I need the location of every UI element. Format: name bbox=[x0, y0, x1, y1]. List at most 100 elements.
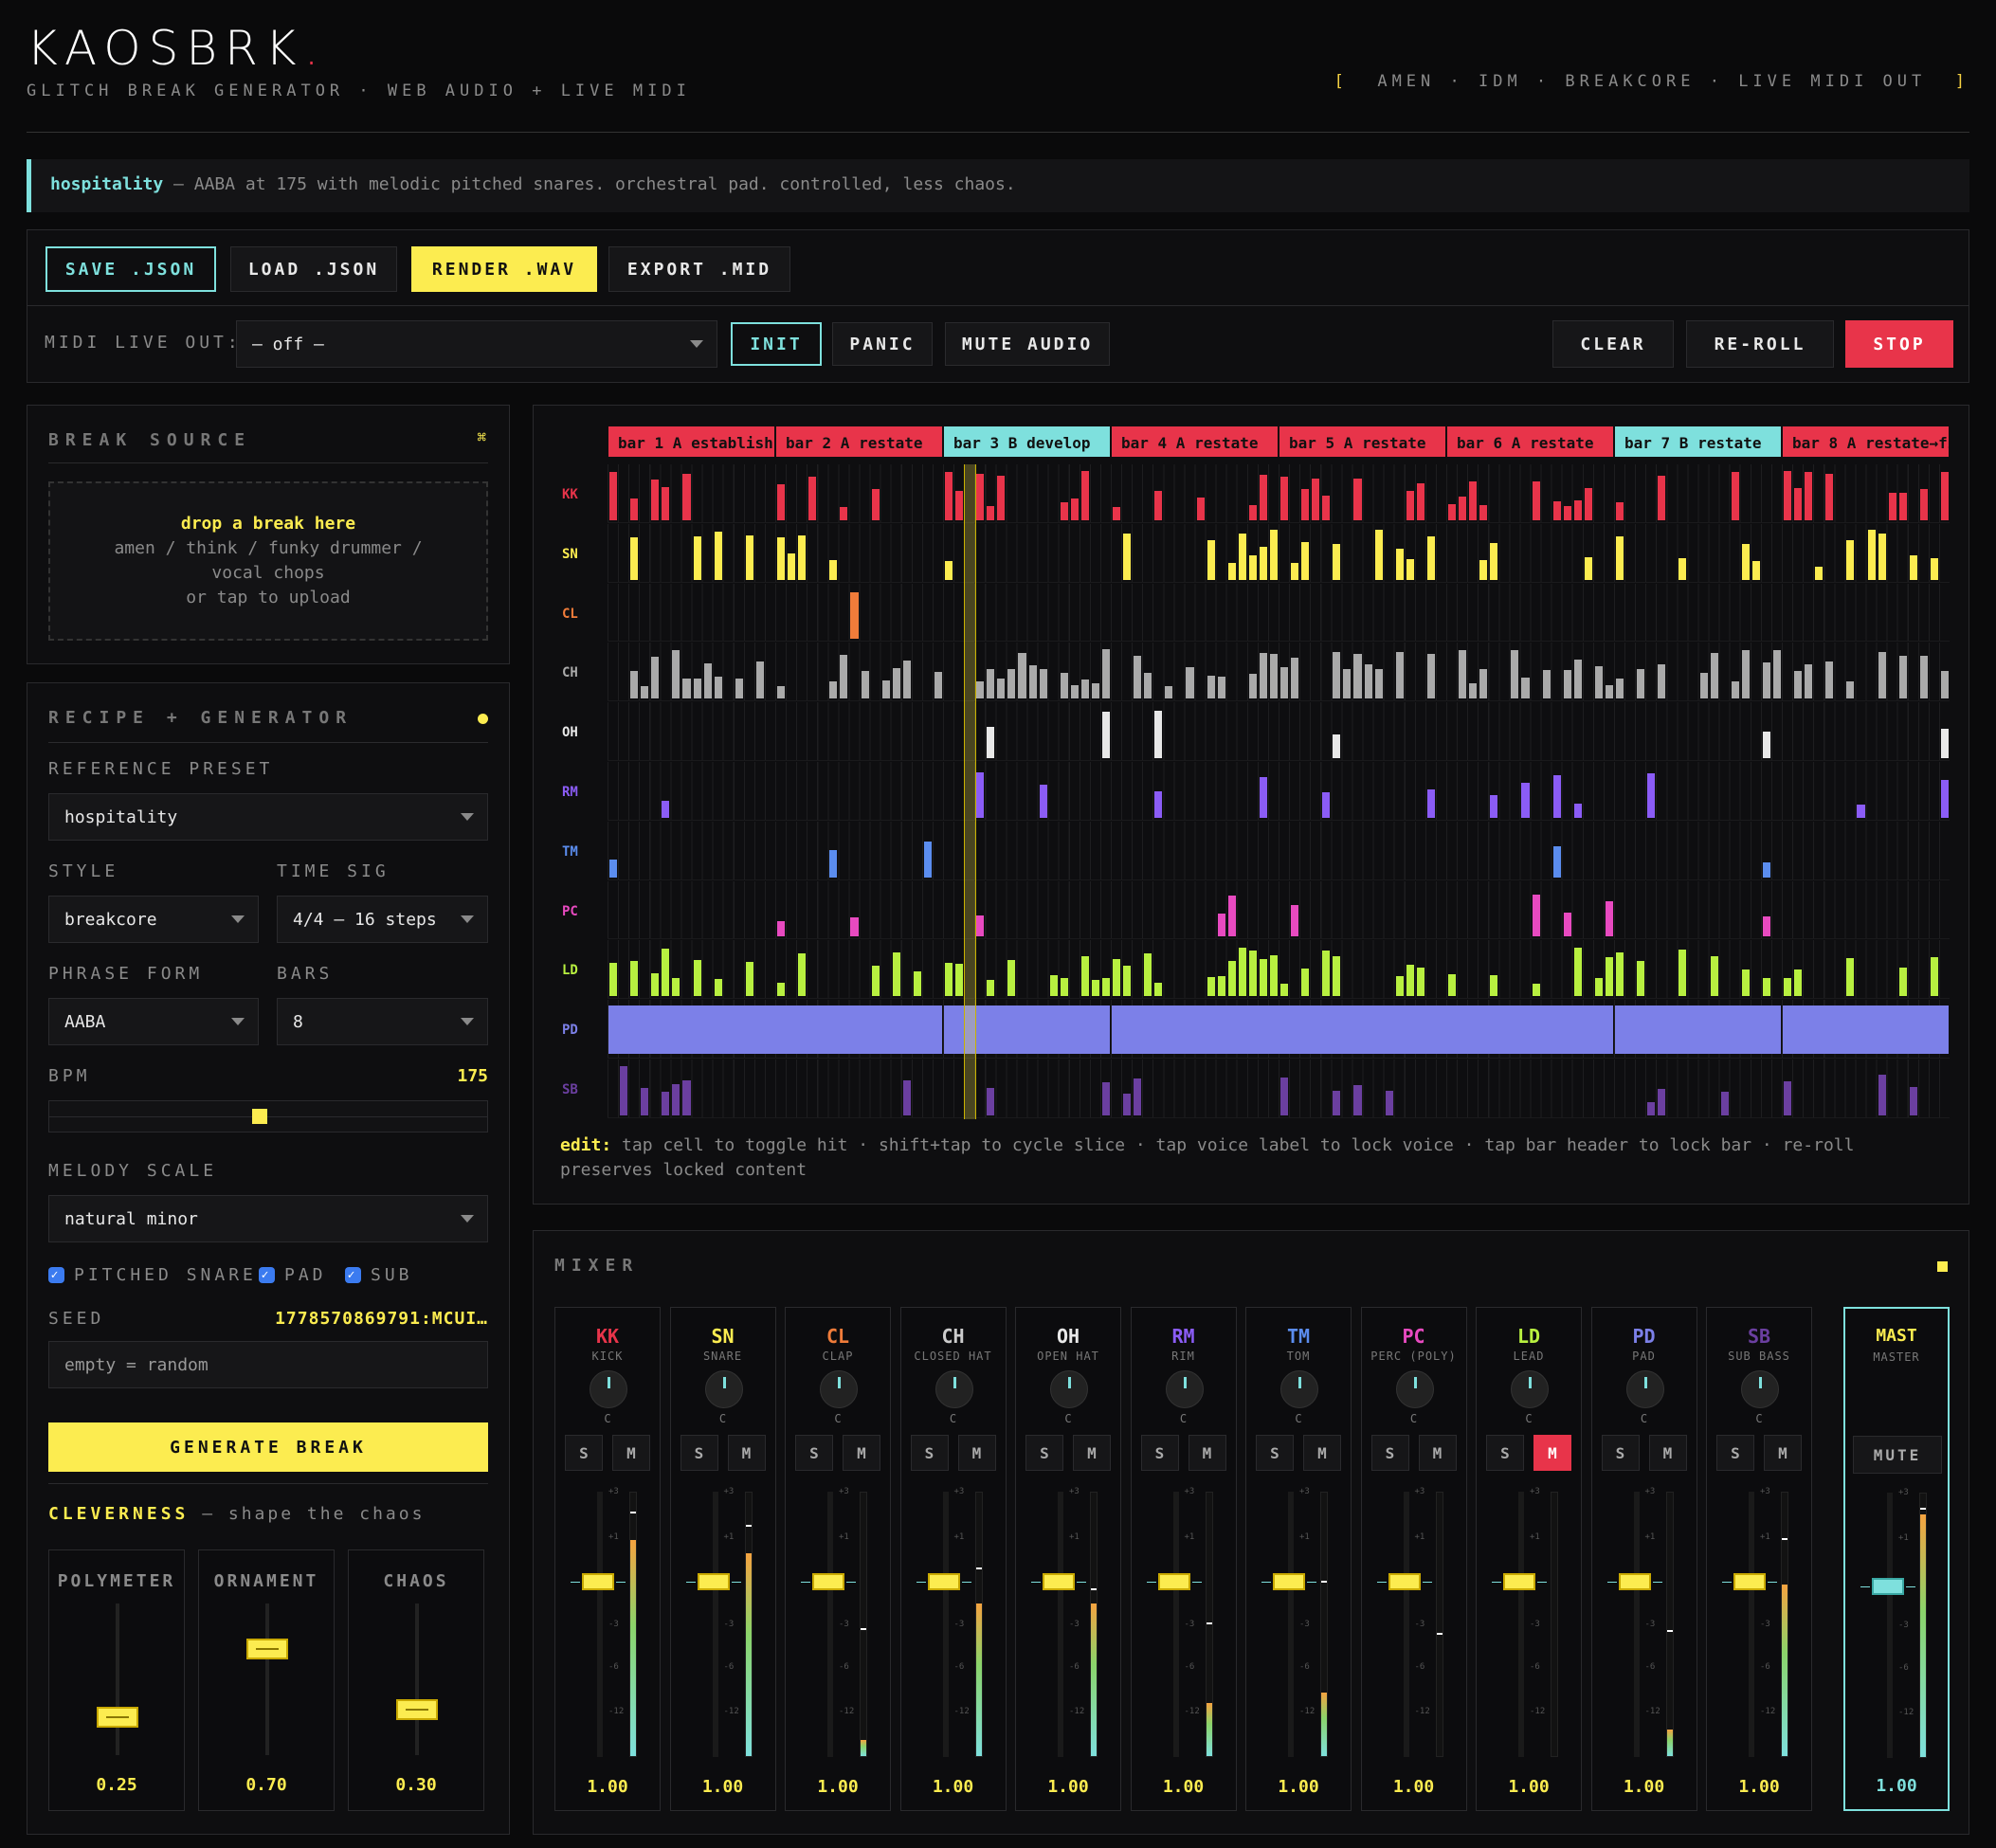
step-hit[interactable] bbox=[1878, 1075, 1886, 1115]
pan-knob[interactable] bbox=[1511, 1370, 1549, 1408]
step-hit[interactable] bbox=[1416, 483, 1424, 520]
step-hit[interactable] bbox=[1113, 507, 1121, 520]
step-hit[interactable] bbox=[1741, 543, 1750, 580]
step-hit[interactable] bbox=[1248, 950, 1257, 997]
step-hit[interactable] bbox=[1479, 505, 1488, 520]
step-hit[interactable] bbox=[798, 534, 807, 580]
step-hit[interactable] bbox=[1186, 666, 1194, 699]
step-hit[interactable] bbox=[1898, 493, 1907, 520]
step-hit[interactable] bbox=[1898, 967, 1907, 997]
step-hit[interactable] bbox=[630, 670, 639, 699]
step-hit[interactable] bbox=[1217, 914, 1225, 937]
step-hit[interactable] bbox=[945, 963, 953, 997]
step-hit[interactable] bbox=[1091, 979, 1099, 997]
stop-button[interactable]: STOP bbox=[1845, 320, 1953, 368]
step-hit[interactable] bbox=[1217, 975, 1225, 997]
step-hit[interactable] bbox=[651, 973, 660, 997]
step-hit[interactable] bbox=[1573, 804, 1582, 818]
step-hit[interactable] bbox=[1353, 478, 1362, 520]
fader-track[interactable] bbox=[597, 1492, 603, 1757]
step-hit[interactable] bbox=[913, 970, 921, 997]
knob-handle[interactable] bbox=[396, 1699, 438, 1720]
step-hit[interactable] bbox=[1616, 951, 1624, 997]
step-hit[interactable] bbox=[651, 656, 660, 699]
fader-track[interactable] bbox=[1058, 1492, 1063, 1757]
knob-handle[interactable] bbox=[97, 1707, 138, 1728]
step-hit[interactable] bbox=[1857, 805, 1865, 818]
step-hit[interactable] bbox=[1584, 487, 1592, 520]
step-hit[interactable] bbox=[1259, 652, 1267, 699]
bar-header-7[interactable]: bar 7 B restate bbox=[1615, 426, 1781, 457]
step-hit[interactable] bbox=[1196, 497, 1205, 520]
step-hit[interactable] bbox=[1930, 956, 1938, 997]
generate-break-button[interactable]: GENERATE BREAK bbox=[48, 1422, 488, 1472]
step-hit[interactable] bbox=[1552, 501, 1561, 520]
solo-button[interactable]: S bbox=[910, 1435, 949, 1471]
step-hit[interactable] bbox=[987, 1087, 995, 1115]
step-hit[interactable] bbox=[1552, 774, 1561, 818]
master-mute-button[interactable]: MUTE bbox=[1853, 1436, 1942, 1474]
step-hit[interactable] bbox=[1616, 501, 1624, 520]
midi-out-select[interactable]: — off — bbox=[236, 320, 717, 368]
step-hit[interactable] bbox=[1805, 472, 1813, 520]
step-hit[interactable] bbox=[1825, 661, 1834, 699]
solo-button[interactable]: S bbox=[1601, 1435, 1640, 1471]
step-hit[interactable] bbox=[1658, 475, 1666, 520]
fader-track[interactable] bbox=[1518, 1492, 1524, 1757]
step-hit[interactable] bbox=[1007, 668, 1016, 699]
step-hit[interactable] bbox=[997, 475, 1006, 520]
step-hit[interactable] bbox=[1521, 678, 1530, 699]
fader-track[interactable] bbox=[942, 1492, 949, 1757]
panic-button[interactable]: PANIC bbox=[832, 322, 933, 366]
step-hit[interactable] bbox=[1333, 1091, 1341, 1115]
step-hit[interactable] bbox=[1825, 474, 1834, 520]
cleverness-knob-chaos[interactable]: CHAOS 0.30 bbox=[348, 1549, 484, 1811]
step-hit[interactable] bbox=[1301, 489, 1310, 520]
step-hit[interactable] bbox=[1165, 685, 1173, 699]
step-hit[interactable] bbox=[1426, 788, 1435, 818]
step-hit[interactable] bbox=[1144, 672, 1152, 699]
step-hit[interactable] bbox=[609, 962, 618, 997]
step-hit[interactable] bbox=[1028, 664, 1037, 699]
mute-button[interactable]: M bbox=[1073, 1435, 1111, 1471]
step-hit[interactable] bbox=[1101, 978, 1110, 997]
step-hit[interactable] bbox=[1406, 559, 1414, 580]
pad-note[interactable] bbox=[608, 1006, 942, 1054]
step-hit[interactable] bbox=[1762, 915, 1770, 937]
voice-row-ch[interactable] bbox=[608, 643, 1950, 702]
step-hit[interactable] bbox=[1280, 983, 1289, 997]
step-hit[interactable] bbox=[1846, 957, 1855, 997]
pad-note[interactable] bbox=[1112, 1006, 1613, 1054]
step-hit[interactable] bbox=[1490, 795, 1498, 818]
pad-checkbox[interactable]: ✓ PAD bbox=[259, 1265, 327, 1285]
step-hit[interactable] bbox=[1846, 539, 1855, 580]
step-hit[interactable] bbox=[1049, 974, 1058, 997]
step-hit[interactable] bbox=[1741, 969, 1750, 997]
step-hit[interactable] bbox=[1333, 651, 1341, 699]
step-hit[interactable] bbox=[1134, 656, 1142, 699]
step-hit[interactable] bbox=[777, 921, 786, 937]
step-hit[interactable] bbox=[672, 650, 680, 699]
voice-row-pd[interactable] bbox=[608, 1000, 1950, 1059]
step-hit[interactable] bbox=[1395, 652, 1404, 699]
step-hit[interactable] bbox=[1060, 672, 1068, 699]
mute-button[interactable]: M bbox=[1303, 1435, 1341, 1471]
step-hit[interactable] bbox=[1217, 677, 1225, 699]
voice-label-tm[interactable]: TM bbox=[562, 843, 578, 860]
reroll-button[interactable]: RE-ROLL bbox=[1686, 320, 1834, 368]
step-hit[interactable] bbox=[1070, 684, 1079, 699]
step-hit[interactable] bbox=[1888, 492, 1896, 520]
solo-button[interactable]: S bbox=[1370, 1435, 1409, 1471]
step-hit[interactable] bbox=[1259, 959, 1267, 997]
step-hit[interactable] bbox=[881, 679, 890, 699]
export-mid-button[interactable]: EXPORT .MID bbox=[608, 246, 790, 292]
step-hit[interactable] bbox=[662, 1091, 670, 1115]
step-hit[interactable] bbox=[1940, 779, 1949, 818]
step-hit[interactable] bbox=[693, 678, 701, 699]
step-hit[interactable] bbox=[1269, 954, 1278, 997]
step-hit[interactable] bbox=[1259, 547, 1267, 580]
melody-scale-select[interactable]: natural minor bbox=[48, 1195, 488, 1242]
break-drop-zone[interactable]: drop a break here amen / think / funky d… bbox=[48, 481, 488, 641]
step-hit[interactable] bbox=[1658, 1089, 1666, 1115]
step-hit[interactable] bbox=[1039, 784, 1047, 818]
